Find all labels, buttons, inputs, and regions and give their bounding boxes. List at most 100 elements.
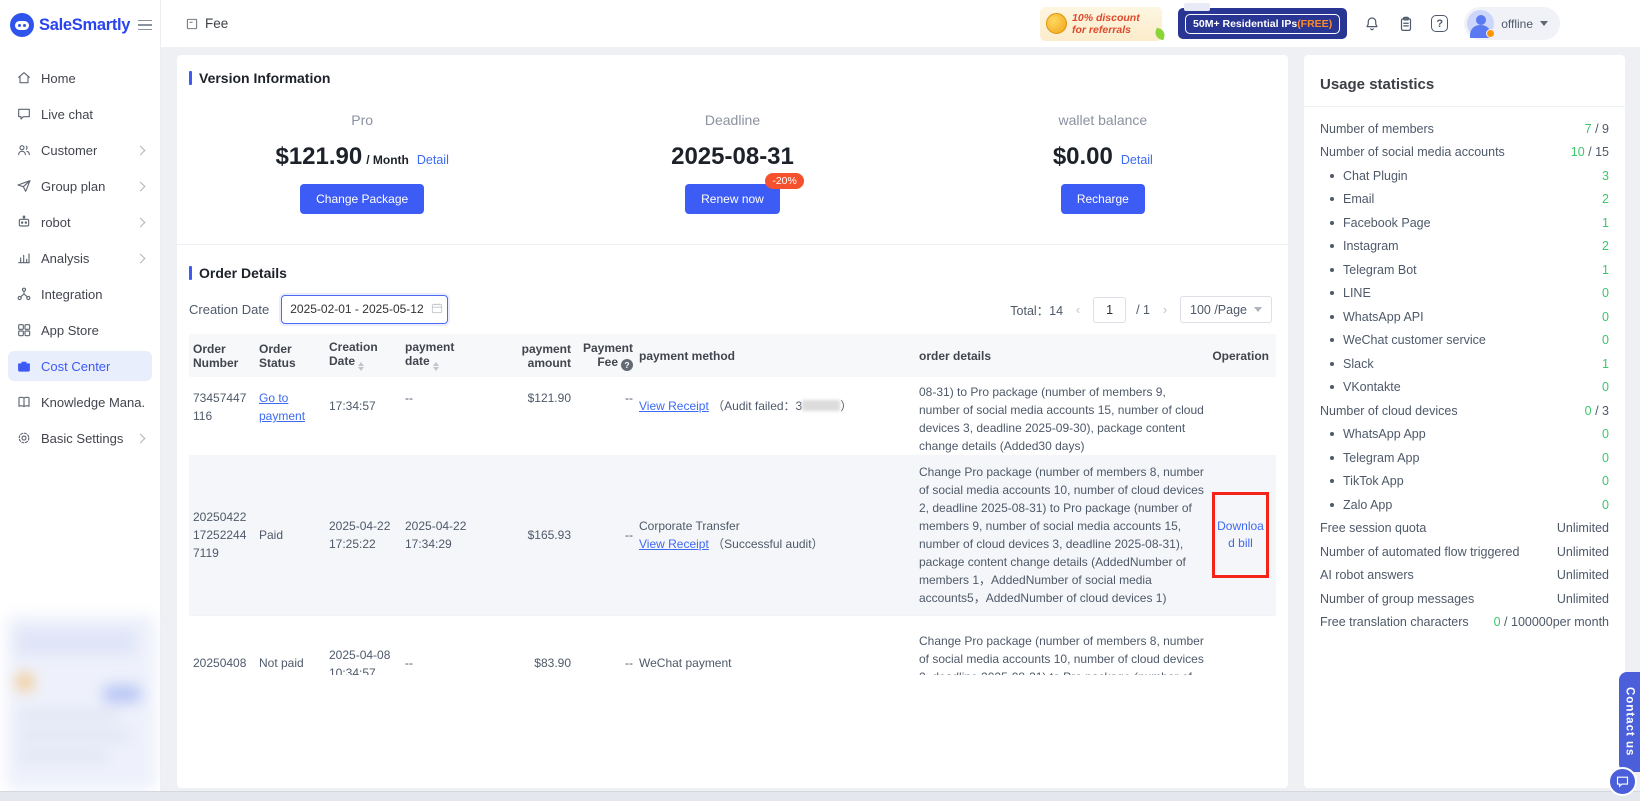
sort-icon[interactable] [432, 362, 439, 371]
version-info-title: Version Information [189, 70, 1288, 86]
section-divider [177, 244, 1288, 245]
sidebar-item-group-plan[interactable]: Group plan [8, 171, 152, 201]
sidebar-item-robot[interactable]: robot [8, 207, 152, 237]
payment-amount: $121.90 [527, 391, 571, 405]
usage-row-facebook: Facebook Page 1 [1320, 211, 1609, 235]
usage-row-social-accounts: Number of social media accounts 10 / 15 [1320, 145, 1609, 160]
page-number-input[interactable] [1093, 296, 1127, 323]
discount-badge: -20% [765, 173, 804, 189]
masked-text [802, 400, 841, 411]
table-header-row: Order Number Order Status Creation Date … [189, 334, 1276, 377]
chevron-down-icon [1254, 307, 1262, 312]
view-receipt-link[interactable]: View Receipt [639, 537, 709, 551]
sidebar-item-label: Home [41, 70, 76, 86]
payment-amount: $165.93 [527, 528, 571, 542]
sidebar-item-customer[interactable]: Customer [8, 135, 152, 165]
creation-date: 2025-04-22 17:25:22 [329, 519, 391, 551]
sidebar-item-cost-center[interactable]: Cost Center [8, 351, 152, 381]
version-info-grid: Pro $121.90 / Month Detail Change Packag… [177, 112, 1288, 214]
referral-line2: for referrals [1072, 23, 1131, 36]
referral-line1: 10% discount [1072, 11, 1140, 24]
help-icon[interactable]: ? [1431, 15, 1449, 32]
chevron-right-icon [135, 217, 146, 227]
renew-now-button[interactable]: Renew now -20% [685, 173, 804, 214]
sidebar-item-label: App Store [41, 322, 99, 338]
pagination: Total：14 ‹ / 1 › 100 /Page [1010, 296, 1272, 323]
question-icon[interactable]: ? [621, 358, 633, 371]
sidebar-nav: Home Live chat Customer Group plan robot [0, 63, 160, 453]
user-menu[interactable]: offline [1464, 7, 1560, 40]
users-icon [18, 145, 30, 156]
sidebar-item-label: Group plan [41, 178, 106, 194]
notification-bell-icon[interactable] [1363, 15, 1381, 33]
sidebar-item-analysis[interactable]: Analysis [8, 243, 152, 273]
order-details-text: Change Pro package (number of members 8,… [919, 465, 1204, 605]
next-page-button[interactable]: › [1162, 302, 1168, 317]
logo[interactable]: SaleSmartly [0, 0, 160, 49]
chevron-right-icon [135, 433, 146, 443]
col-payment-fee: Payment Fee? [582, 340, 633, 371]
contact-us-tab[interactable]: Contact us [1619, 672, 1640, 772]
sidebar-item-basic-settings[interactable]: Basic Settings [8, 423, 152, 453]
referral-banner[interactable]: 10% discount for referrals [1040, 6, 1167, 41]
chat-bubble-icon [1616, 776, 1629, 788]
change-package-button[interactable]: Change Package [300, 184, 425, 214]
calendar-icon [430, 301, 444, 318]
deadline-value: 2025-08-31 [671, 143, 794, 170]
col-order-status: Order Status [259, 341, 296, 370]
wallet-balance: $0.00 [1052, 143, 1113, 170]
payment-date: -- [405, 656, 413, 670]
date-range-input[interactable]: 2025-02-01 - 2025-05-12 [281, 294, 449, 324]
col-creation-date[interactable]: Creation Date [329, 340, 399, 371]
chevron-right-icon [135, 145, 146, 155]
robot-logo-icon [10, 13, 34, 37]
usage-row-ai-robot: AI robot answers Unlimited [1320, 568, 1609, 583]
download-bill-link[interactable]: Download bill [1217, 519, 1264, 550]
usage-row-translation: Free translation characters 0 / 100000per… [1320, 615, 1609, 630]
table-row: 202504081034574471 Not paid 2025-04-08 1… [189, 615, 1276, 675]
payment-amount: $83.90 [534, 656, 571, 670]
order-status: Not paid [259, 656, 304, 670]
fee-main-card: Version Information Pro $121.90 / Month … [177, 55, 1288, 788]
sort-icon[interactable] [358, 362, 365, 371]
view-receipt-link[interactable]: View Receipt [639, 399, 709, 413]
recharge-button[interactable]: Recharge [1060, 184, 1145, 214]
plan-detail-link[interactable]: Detail [416, 153, 449, 167]
prev-page-button[interactable]: ‹ [1075, 302, 1081, 317]
payment-date: -- [405, 391, 413, 405]
usage-row-tiktok-app: TikTok App 0 [1320, 470, 1609, 494]
chevron-right-icon [135, 181, 146, 191]
robot-icon [18, 215, 30, 227]
sidebar-item-live-chat[interactable]: Live chat [8, 99, 152, 129]
go-to-payment-link[interactable]: Go to payment [259, 391, 306, 423]
wallet-detail-link[interactable]: Detail [1120, 153, 1153, 167]
topbar-actions: 10% discount for referrals 50M+ Resident… [1040, 3, 1560, 41]
table-row: 20250422172522447119 Paid 2025-04-22 17:… [189, 455, 1276, 615]
contact-us-label: Contact us [1623, 687, 1636, 757]
usage-row-cloud-devices: Number of cloud devices 0 / 3 [1320, 403, 1609, 418]
page-size-select[interactable]: 100 /Page [1180, 296, 1272, 323]
payment-date: 2025-04-22 17:34:29 [405, 519, 467, 551]
payment-method: WeChat payment [639, 656, 732, 670]
residential-ips-banner[interactable]: 50M+ Residential IPs(FREE) [1178, 3, 1348, 39]
plan-name: Pro [351, 112, 374, 128]
sidebar-item-label: Live chat [41, 106, 94, 122]
chat-icon [18, 108, 30, 120]
plan-unit: / Month [366, 153, 409, 167]
hamburger-icon[interactable] [138, 19, 152, 31]
usage-row-zalo-app: Zalo App 0 [1320, 493, 1609, 517]
usage-row-session-quota: Free session quota Unlimited [1320, 521, 1609, 536]
creation-date: 2025-04-08 10:34:57 [329, 648, 391, 675]
sidebar-item-home[interactable]: Home [8, 63, 152, 93]
sidebar-item-app-store[interactable]: App Store [8, 315, 152, 345]
sidebar-item-integration[interactable]: Integration [8, 279, 152, 309]
wallet-column: wallet balance $0.00 Detail Recharge [918, 112, 1288, 214]
usage-row-wechat: WeChat customer service 0 [1320, 329, 1609, 353]
usage-row-slack: Slack 1 [1320, 352, 1609, 376]
chat-bubble-button[interactable] [1608, 767, 1637, 796]
home-icon [18, 72, 30, 84]
col-payment-date[interactable]: payment date [405, 340, 481, 371]
ip-banner-free: (FREE) [1297, 17, 1333, 30]
sidebar-item-knowledge[interactable]: Knowledge Mana... [8, 387, 152, 417]
clipboard-icon[interactable] [1397, 15, 1415, 33]
